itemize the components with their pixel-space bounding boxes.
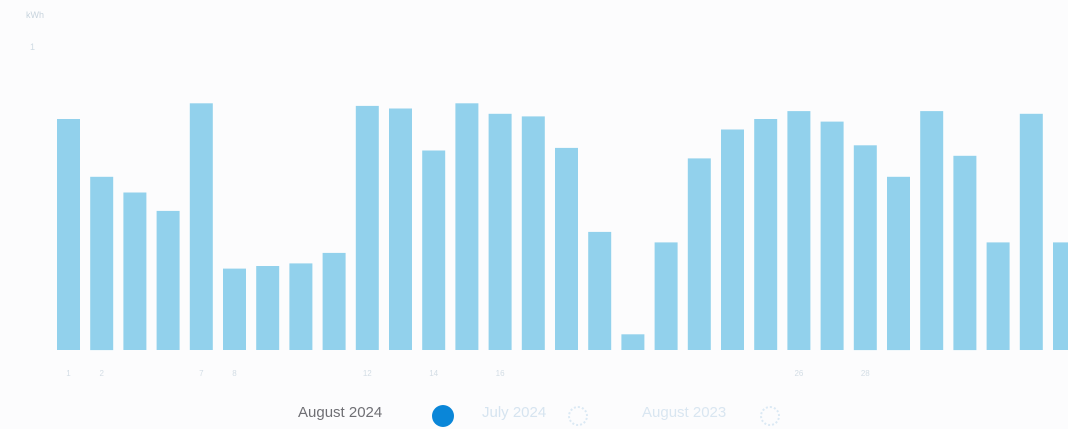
bar[interactable] (920, 111, 944, 350)
x-tick-label: 2 (99, 369, 104, 378)
bar[interactable] (488, 113, 512, 350)
legend-previous-month-toggle-icon[interactable] (568, 406, 588, 426)
x-tick-label: 28 (861, 369, 870, 378)
bar[interactable] (189, 103, 213, 350)
bar[interactable] (389, 108, 412, 351)
bar[interactable] (289, 263, 313, 350)
bar[interactable] (1053, 242, 1068, 350)
bar[interactable] (953, 155, 977, 351)
bar[interactable] (621, 334, 645, 350)
x-tick-label: 12 (363, 369, 372, 378)
bar[interactable] (422, 150, 446, 351)
bar[interactable] (156, 210, 180, 350)
x-tick-label: 16 (496, 369, 505, 378)
bar[interactable] (256, 266, 280, 350)
x-axis-ticks: 1 2 7 8 12 14 16 26 28 (66, 369, 870, 378)
legend-previous-year-label: August 2023 (642, 404, 727, 421)
y-axis-unit-label: kWh (26, 10, 44, 20)
bar[interactable] (521, 116, 545, 351)
bar[interactable] (588, 231, 612, 350)
bar-series (57, 103, 1068, 351)
bar[interactable] (223, 268, 246, 350)
y-tick-label: 1 (30, 42, 35, 52)
legend: August 2024 July 2024 August 2023 (0, 398, 1068, 428)
bar[interactable] (986, 242, 1010, 350)
legend-current-period-label: August 2024 (298, 404, 383, 421)
x-tick-label: 7 (199, 369, 204, 378)
bar[interactable] (887, 176, 910, 351)
bar[interactable] (90, 176, 114, 351)
legend-current-period-dot[interactable] (432, 405, 454, 427)
bar[interactable] (820, 121, 844, 350)
bar[interactable] (654, 242, 678, 350)
bar[interactable] (322, 252, 346, 350)
bar[interactable] (123, 192, 147, 351)
bar[interactable] (754, 119, 778, 350)
x-tick-label: 1 (66, 369, 71, 378)
bar[interactable] (1019, 113, 1043, 350)
bar[interactable] (455, 103, 479, 350)
bar[interactable] (787, 111, 811, 350)
x-tick-label: 26 (794, 369, 803, 378)
bar[interactable] (721, 129, 744, 351)
legend-previous-year-toggle-icon[interactable] (760, 406, 780, 426)
bar[interactable] (57, 119, 80, 350)
bar[interactable] (687, 158, 711, 350)
x-tick-label: 8 (232, 369, 237, 378)
bar[interactable] (853, 145, 877, 351)
x-tick-label: 14 (429, 369, 438, 378)
bar[interactable] (555, 147, 578, 350)
bar[interactable] (355, 105, 379, 351)
legend-previous-month-label: July 2024 (482, 404, 547, 421)
